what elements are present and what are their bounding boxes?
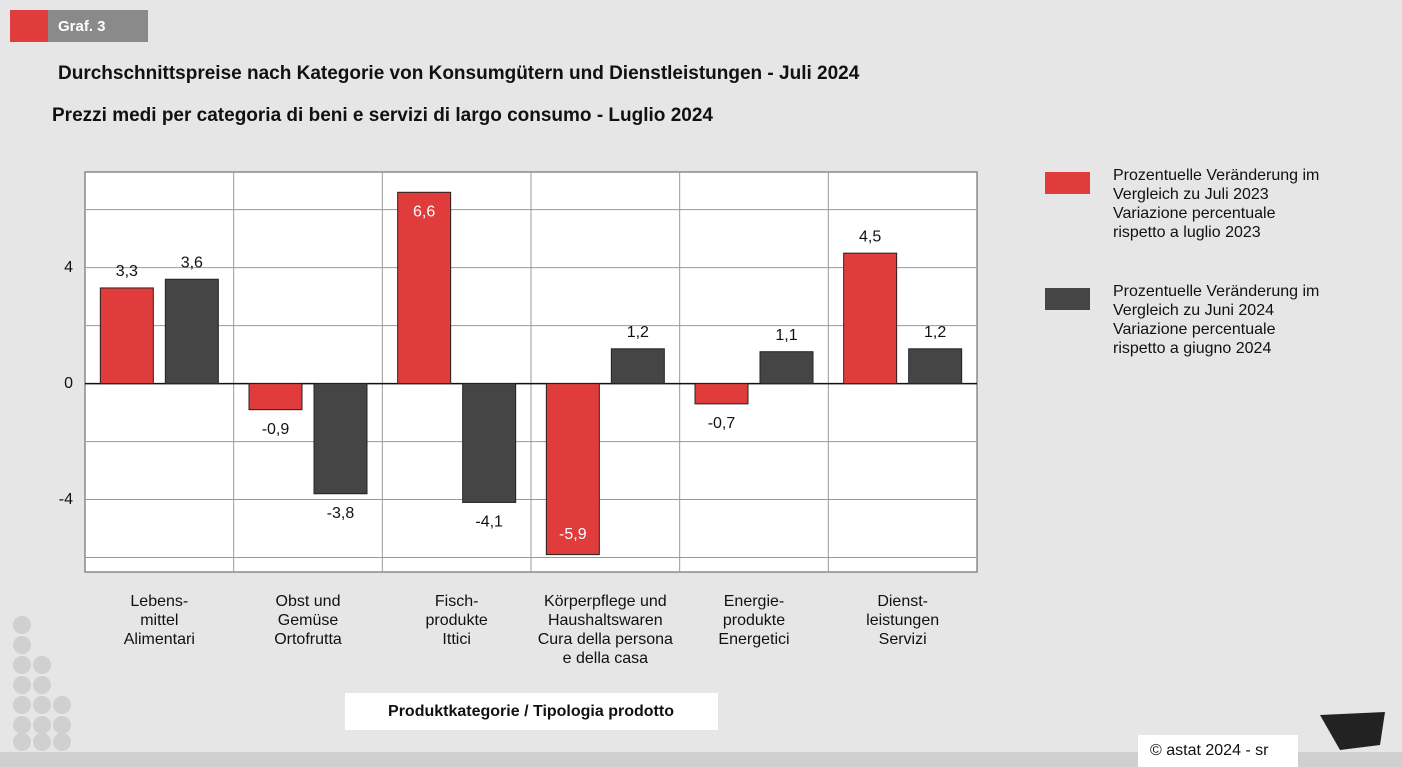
x-tick-label: Körperpflege und Haushaltswaren Cura del… <box>537 593 673 667</box>
x-tick-label: Dienst- leistungen Servizi <box>866 593 940 648</box>
bar <box>610 348 665 385</box>
legend-swatch <box>1045 288 1090 310</box>
value-label: 6,6 <box>413 204 435 221</box>
footer: © astat 2024 - sr <box>1150 742 1269 759</box>
y-tick-label: 4 <box>64 259 73 276</box>
chart-title: Durchschnittspreise nach Kategorie von K… <box>58 63 860 84</box>
value-label: 3,3 <box>116 263 138 280</box>
x-label-box <box>345 693 718 730</box>
legend-label: Prozentuelle Veränderung im Vergleich zu… <box>1113 167 1320 241</box>
bar <box>248 383 303 411</box>
bar <box>759 351 814 385</box>
badge-gray <box>48 10 148 42</box>
value-label: 1,2 <box>627 324 649 341</box>
x-axis-label: Produktkategorie / Tipologia prodotto <box>388 703 674 720</box>
bar <box>313 383 368 495</box>
y-tick-label: -4 <box>59 491 73 508</box>
legend-label: Prozentuelle Veränderung im Vergleich zu… <box>1113 283 1320 357</box>
bar <box>462 383 517 503</box>
chart-subtitle: Prezzi medi per categoria di beni e serv… <box>52 105 713 126</box>
value-label: -0,9 <box>262 421 290 438</box>
bar <box>545 383 600 556</box>
x-tick-label: Energie- produkte Energetici <box>718 593 790 648</box>
x-tick-label: Fisch- produkte Ittici <box>425 593 488 648</box>
badge-red <box>10 10 48 42</box>
value-label: -0,7 <box>708 415 736 432</box>
decor-dots <box>13 616 71 751</box>
footer-box <box>1138 735 1298 767</box>
bar <box>694 383 749 405</box>
value-label: 1,2 <box>924 324 946 341</box>
logo <box>1320 712 1385 750</box>
x-tick-label: Lebens- mittel Alimentari <box>123 593 195 648</box>
value-label: 1,1 <box>775 327 797 344</box>
bar <box>908 348 963 385</box>
value-label: -3,8 <box>327 505 355 522</box>
footer-strip <box>0 752 1402 767</box>
y-tick-label: 0 <box>64 375 73 392</box>
bar <box>164 278 219 385</box>
badge: Graf. 3 <box>58 18 106 35</box>
x-tick-label: Obst und Gemüse Ortofrutta <box>274 593 342 648</box>
legend-swatch <box>1045 172 1090 194</box>
value-label: 4,5 <box>859 228 881 245</box>
bar <box>397 191 452 385</box>
value-label: -5,9 <box>559 526 587 543</box>
value-label: 3,6 <box>181 254 203 271</box>
value-label: -4,1 <box>475 514 503 531</box>
bar <box>99 287 154 385</box>
bar <box>843 252 898 385</box>
